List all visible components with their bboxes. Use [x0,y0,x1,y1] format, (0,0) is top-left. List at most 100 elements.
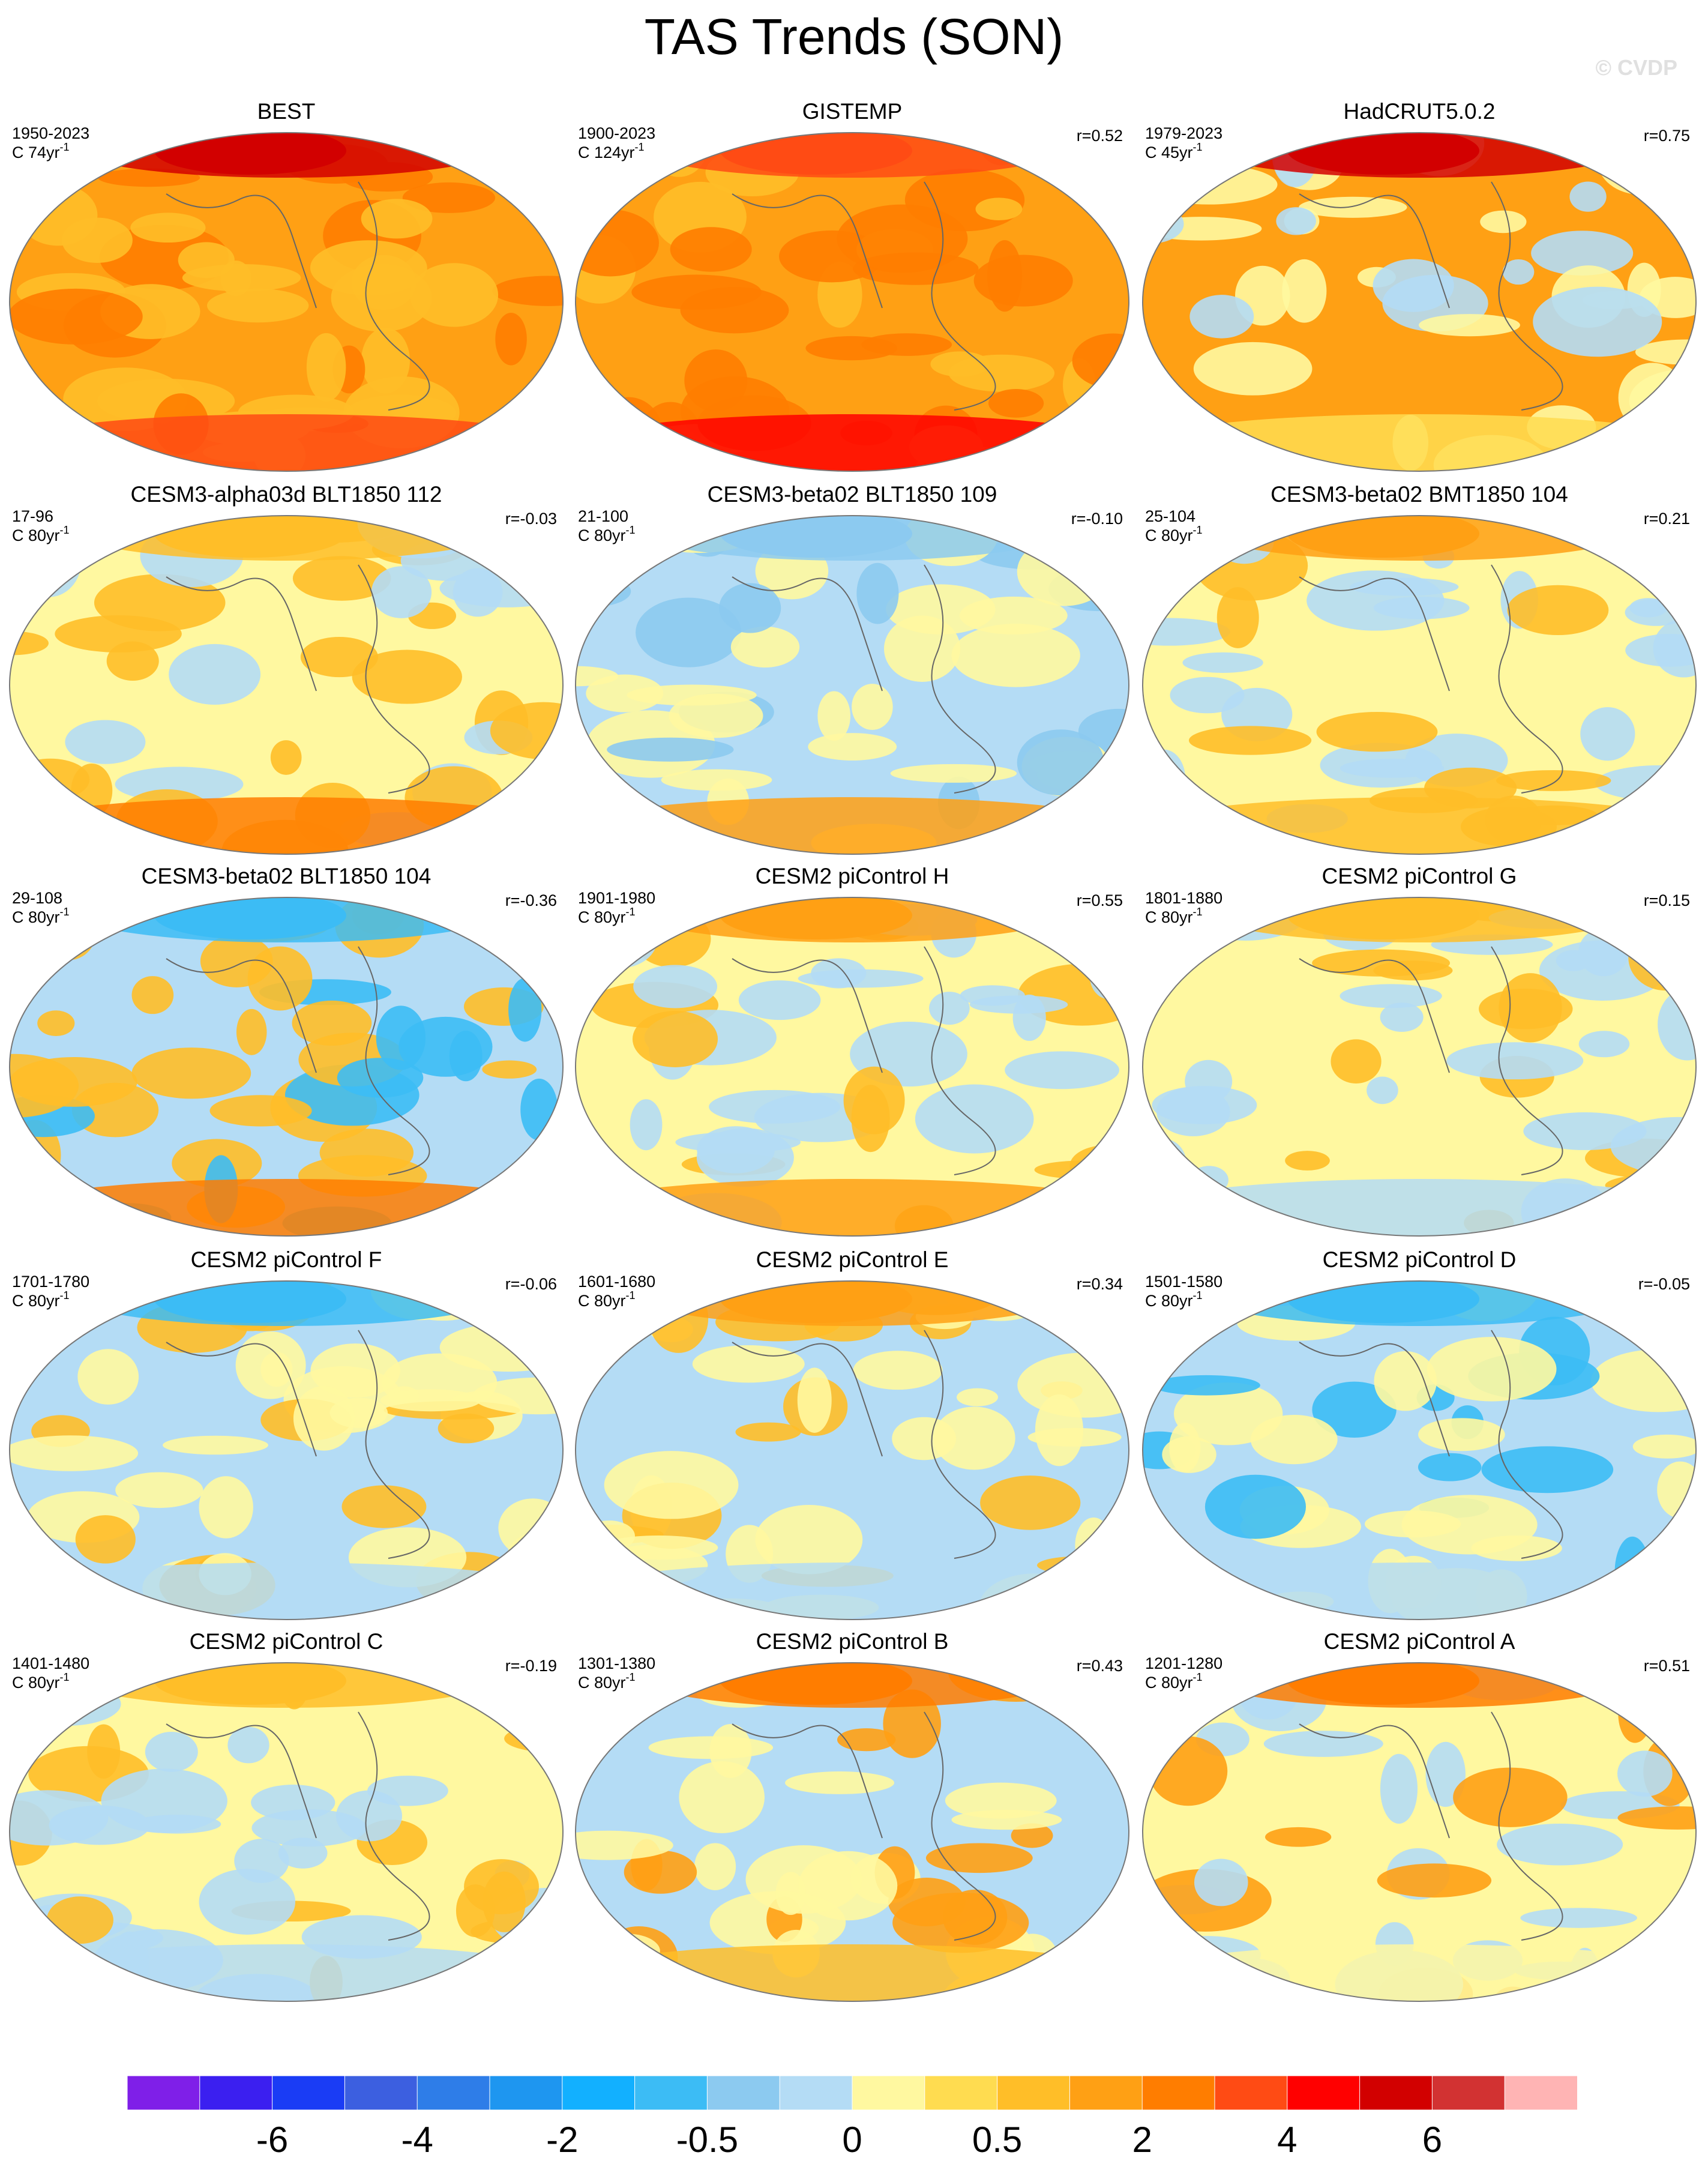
map-region [1380,1002,1424,1032]
map-region [969,995,1068,1014]
map-region [1143,540,1179,568]
map [10,897,563,1236]
units: C 80yr [1145,908,1193,926]
map [1143,897,1696,1236]
map [576,1281,1129,1620]
map [1143,1663,1696,2001]
map-region [1618,1685,1652,1743]
panel-title: GISTEMP [802,99,903,124]
map-region [1194,1858,1248,1906]
map-region [890,764,1017,783]
map-region [1453,1767,1568,1827]
correlation: r=0.52 [1077,127,1123,145]
map-region [636,597,742,668]
colorbar-box [1504,2075,1578,2111]
correlation: r=-0.19 [505,1657,557,1675]
map-region [852,684,893,731]
map-region [1632,1584,1683,1619]
map-region [145,1732,198,1772]
trend-units: C 80yr-1 [12,524,70,544]
map-region [1035,1394,1084,1466]
map-region [520,1078,558,1141]
map-region [1617,1806,1696,1830]
coastline [1299,564,1563,794]
period: 1900-2023 [578,124,655,142]
trend-units: C 80yr-1 [578,1289,636,1310]
map-region [785,1771,895,1794]
colorbar-box [1069,2075,1143,2111]
panel: CESM3-alpha03d BLT1850 112 17-96C 80yr-1 r… [9,482,564,855]
correlation: r=0.75 [1644,127,1690,145]
panel-title: CESM2 piControl A [1324,1629,1515,1654]
colorbar-box [1287,2075,1361,2111]
map-region [351,255,416,310]
map-region [1579,1198,1636,1236]
map-region [87,1724,121,1779]
trend-units: C 74yr-1 [12,141,70,161]
map-region [1072,333,1129,389]
units: C 80yr [578,526,626,544]
colorbar-label: 2 [1132,2120,1152,2160]
map-region [251,1809,367,1847]
map-region [292,556,391,601]
map-region [817,691,851,741]
map-region [18,184,98,246]
exponent: -1 [60,906,70,918]
exponent: -1 [60,524,70,536]
coastline [732,946,996,1175]
map-region [485,903,563,957]
map [1143,133,1696,471]
map-region [1034,1160,1129,1180]
panel-title: CESM2 piControl B [756,1629,949,1654]
map-region [132,1815,221,1834]
trend-units: C 80yr-1 [578,906,636,926]
units: C 80yr [12,1674,60,1692]
colorbar-box [199,2075,273,2111]
map [10,1281,563,1620]
map-region [1578,1031,1630,1058]
period: 1501-1580 [1145,1273,1222,1291]
correlation: r=0.51 [1644,1657,1690,1675]
map-region [453,568,503,617]
period: 1979-2023 [1145,124,1222,142]
correlation: r=0.34 [1077,1275,1123,1293]
period: 29-108 [12,889,62,907]
map-region [371,566,432,618]
map-region [1143,749,1186,809]
coastline [166,1711,430,1941]
colorbar-box [416,2075,491,2111]
map-region [410,263,499,327]
trend-units: C 80yr-1 [12,906,70,926]
exponent: -1 [60,1671,70,1683]
units: C 124yr [578,143,635,161]
map-region [1089,953,1129,999]
period: 1701-1780 [12,1273,89,1291]
map-region [1017,1352,1129,1418]
map-region [1250,1414,1338,1465]
map-region [925,1843,1033,1873]
map-region [507,1527,563,1584]
map-region [630,1099,663,1151]
map-region [169,643,261,705]
map-outline [575,132,1129,472]
trend-units: C 80yr-1 [1145,906,1203,926]
map-region [1312,949,1451,977]
map-region [65,720,146,764]
map-region [1481,1446,1614,1493]
map-region [247,946,313,1011]
map-region [1620,1959,1696,2001]
map-region [915,1084,1034,1154]
map-region [37,1010,75,1037]
map [576,1663,1129,2001]
map-region [1316,711,1438,752]
map-region [696,1128,794,1187]
map-outline [575,1280,1129,1620]
trend-units: C 80yr-1 [12,1671,70,1692]
map-region [1479,988,1573,1029]
